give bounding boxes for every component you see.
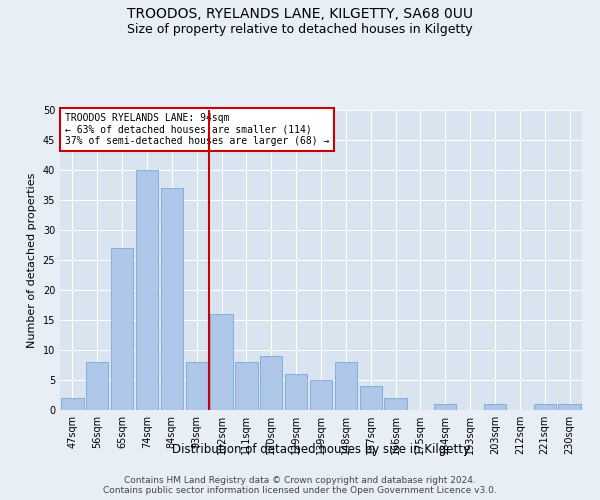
Text: Size of property relative to detached houses in Kilgetty: Size of property relative to detached ho… bbox=[127, 22, 473, 36]
Y-axis label: Number of detached properties: Number of detached properties bbox=[27, 172, 37, 348]
Text: TROODOS RYELANDS LANE: 94sqm
← 63% of detached houses are smaller (114)
37% of s: TROODOS RYELANDS LANE: 94sqm ← 63% of de… bbox=[65, 113, 329, 146]
Bar bbox=[434, 404, 457, 410]
Bar bbox=[484, 404, 506, 410]
Bar bbox=[61, 398, 83, 410]
Bar bbox=[111, 248, 133, 410]
Bar bbox=[211, 314, 233, 410]
Bar bbox=[86, 362, 109, 410]
Text: Contains HM Land Registry data © Crown copyright and database right 2024.
Contai: Contains HM Land Registry data © Crown c… bbox=[103, 476, 497, 495]
Text: TROODOS, RYELANDS LANE, KILGETTY, SA68 0UU: TROODOS, RYELANDS LANE, KILGETTY, SA68 0… bbox=[127, 8, 473, 22]
Bar bbox=[533, 404, 556, 410]
Bar bbox=[235, 362, 257, 410]
Bar bbox=[335, 362, 357, 410]
Bar bbox=[359, 386, 382, 410]
Text: Distribution of detached houses by size in Kilgetty: Distribution of detached houses by size … bbox=[172, 442, 470, 456]
Bar bbox=[185, 362, 208, 410]
Bar bbox=[136, 170, 158, 410]
Bar bbox=[260, 356, 283, 410]
Bar bbox=[559, 404, 581, 410]
Bar bbox=[285, 374, 307, 410]
Bar bbox=[161, 188, 183, 410]
Bar bbox=[385, 398, 407, 410]
Bar bbox=[310, 380, 332, 410]
